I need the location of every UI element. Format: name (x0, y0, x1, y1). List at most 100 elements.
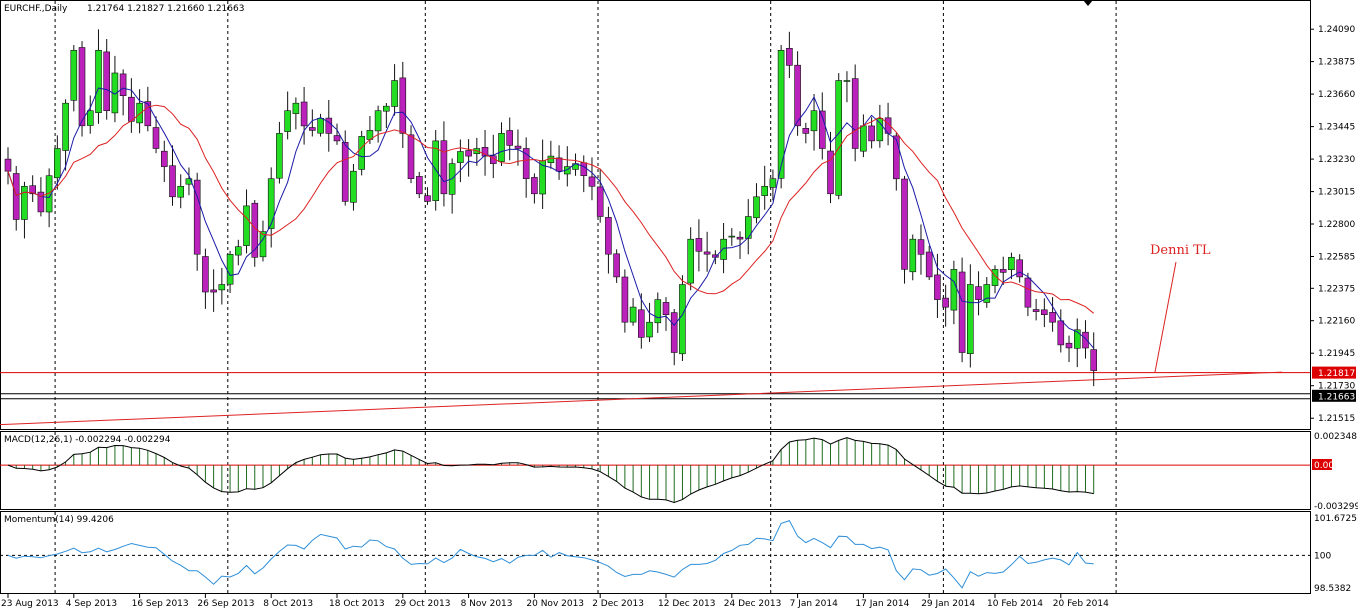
candle-body (300, 101, 308, 127)
candle-body (292, 102, 300, 114)
time-axis-label: 26 Sep 2013 (197, 599, 254, 608)
candle-body (843, 80, 851, 82)
candle-body (1090, 349, 1097, 371)
candle-body (909, 238, 917, 273)
candle-body (12, 173, 20, 220)
candle-body (424, 195, 431, 202)
candlesticks (4, 29, 1097, 387)
candle-body (629, 306, 637, 323)
candle-body (21, 186, 28, 220)
candle-body (53, 148, 61, 179)
candle-body (958, 271, 966, 353)
macd-axis-label: 0.002348 (1314, 432, 1357, 442)
price-axis-label: 1.22800 (1318, 220, 1355, 230)
price-axis-label: 1.22375 (1318, 284, 1355, 294)
time-axis-label: 24 Dec 2013 (724, 599, 782, 608)
candle-body (481, 147, 489, 157)
candle-body (341, 142, 349, 202)
candle-body (925, 251, 933, 278)
candle-body (333, 135, 341, 142)
candle-body (1016, 259, 1024, 278)
candle-body (934, 274, 941, 300)
candle-body (152, 127, 160, 149)
candle-body (605, 217, 612, 255)
candle-body (1024, 277, 1032, 308)
candle-body (687, 238, 695, 284)
candle-body (950, 269, 958, 311)
time-axis-label: 18 Oct 2013 (329, 599, 385, 608)
candle-body (506, 130, 514, 146)
price-axis: 1.24090 1.23875 1.23660 1.23445 1.23230 1.230… (1310, 25, 1355, 424)
resistance-price-label: 1.21817 (1318, 369, 1355, 379)
time-axis-label: 16 Sep 2013 (132, 599, 189, 608)
candle-body (720, 238, 727, 260)
price-axis-label: 1.22585 (1318, 253, 1355, 263)
horizontal-levels (0, 261, 1310, 426)
candle-body (901, 178, 908, 270)
candle-body (637, 309, 645, 338)
price-axis-label: 1.21945 (1318, 349, 1355, 359)
trendline (0, 371, 1283, 426)
price-axis-label: 1.21730 (1318, 382, 1355, 392)
candle-body (382, 105, 390, 112)
candle-body (391, 80, 398, 107)
macd-signal-line (7, 437, 1094, 504)
price-axis-label: 1.23015 (1318, 188, 1355, 198)
candle-body (522, 148, 530, 180)
candle-body (432, 140, 440, 201)
time-axis-label: 8 Oct 2013 (263, 599, 313, 608)
ma-fast-line (7, 87, 1095, 349)
candle-body (95, 49, 102, 114)
candle-body (136, 102, 143, 124)
candle-body (308, 127, 316, 131)
candle-body (235, 246, 242, 256)
candle-body (1074, 329, 1081, 349)
candle-body (226, 254, 234, 285)
candle-body (399, 77, 407, 134)
candle-body (415, 176, 423, 195)
candle-body (37, 191, 45, 213)
price-axis-label: 1.24090 (1318, 25, 1355, 35)
candle-body (87, 110, 94, 126)
vertical-grid (54, 1, 1117, 594)
candle-body (202, 256, 209, 293)
candle-body (999, 269, 1007, 273)
candle-body (736, 236, 744, 240)
candle-body (103, 51, 110, 112)
candle-body (1041, 309, 1048, 315)
current-price-box (1312, 389, 1356, 402)
candle-body (177, 186, 184, 198)
candle-body (29, 185, 37, 195)
candle-body (892, 135, 900, 180)
candle-body (827, 150, 834, 195)
candle-body (670, 312, 678, 353)
candle-body (4, 158, 12, 172)
candle-body (169, 165, 176, 198)
momentum-axis-label: 100 (1314, 551, 1331, 561)
candle-body (876, 118, 884, 142)
candle-body (596, 186, 604, 217)
candle-body (62, 102, 69, 151)
candle-body (786, 47, 793, 66)
time-axis-label: 12 Dec 2013 (658, 599, 716, 608)
current-price-label: 1.21663 (1318, 392, 1355, 402)
candle-body (703, 251, 711, 255)
candle-body (259, 231, 267, 258)
time-axis-label: 8 Nov 2013 (461, 599, 513, 608)
candle-body (465, 150, 472, 157)
candle-body (835, 80, 843, 196)
candle-body (695, 238, 703, 252)
chart-shift-marker[interactable] (1083, 0, 1093, 6)
candle-body (662, 302, 670, 315)
candle-body (358, 136, 366, 170)
resistance-price-box (1312, 366, 1356, 379)
momentum-series-line (7, 519, 1094, 589)
candle-body (983, 284, 991, 303)
candle-body (621, 276, 629, 323)
candle-body (613, 253, 620, 278)
candle-body (975, 286, 982, 300)
time-axis-label: 29 Jan 2014 (921, 599, 975, 608)
trendline-label-pointer (1154, 261, 1177, 373)
time-axis-label: 4 Sep 2013 (66, 599, 117, 608)
momentum-panel-frame (0, 511, 1311, 594)
